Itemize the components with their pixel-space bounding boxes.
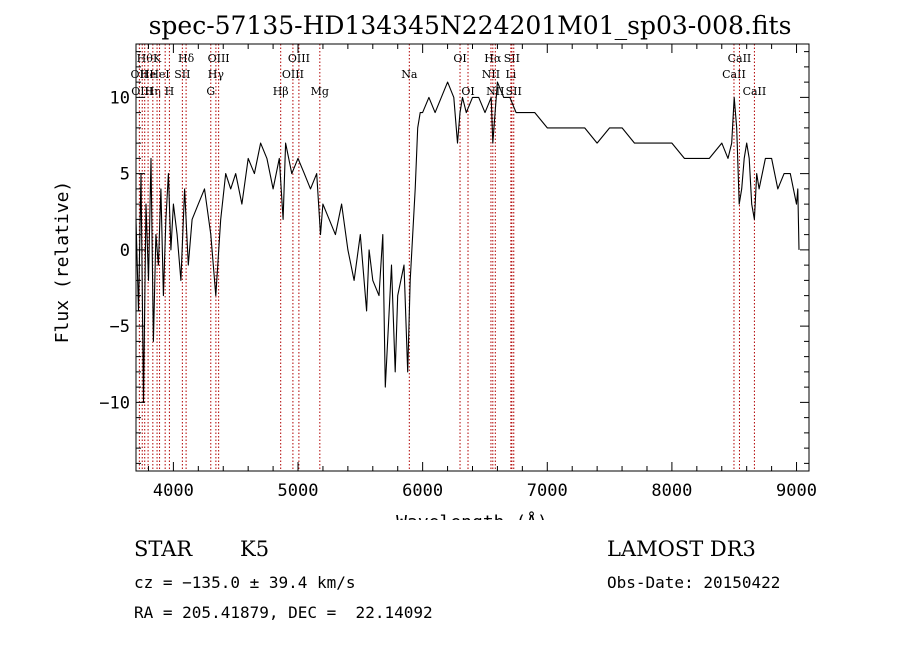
line-marker-label: CaII bbox=[743, 85, 767, 98]
spectrum-plot: spec-57135-HD134345N224201M01_sp03-008.f… bbox=[52, 11, 817, 520]
line-marker-label: CaII bbox=[728, 52, 752, 65]
x-tick-label: 9000 bbox=[776, 481, 817, 501]
line-marker-label: OI bbox=[453, 52, 466, 65]
line-marker-label: OII bbox=[131, 68, 149, 81]
line-marker-label: Hθ bbox=[137, 52, 154, 65]
y-tick-label: 10 bbox=[110, 88, 130, 108]
line-marker-label: G bbox=[206, 85, 215, 98]
line-marker-label: OIII bbox=[131, 85, 153, 98]
axis-ticks: 4000 5000 6000 7000 8000 9000 10 5 0 −5 −10 bbox=[99, 44, 817, 501]
line-marker-label: OIII bbox=[288, 52, 310, 65]
observation-date: Obs-Date: 20150422 bbox=[607, 573, 781, 592]
line-marker-label: OIII bbox=[208, 52, 230, 65]
line-marker-label: Hη bbox=[145, 85, 161, 98]
line-marker-label: Hγ bbox=[208, 68, 225, 81]
chart-title: spec-57135-HD134345N224201M01_sp03-008.f… bbox=[149, 11, 792, 40]
line-marker-label: Hδ bbox=[178, 52, 195, 65]
line-marker-label: Li bbox=[505, 68, 516, 81]
line-markers: OII OIII Hθ He Hη K HeI H SII Hδ G Hγ OIII Hβ OIII OIII… bbox=[131, 44, 767, 471]
x-tick-label: 8000 bbox=[651, 481, 692, 501]
y-tick-label: 5 bbox=[120, 165, 130, 185]
x-tick-label: 4000 bbox=[153, 481, 194, 501]
line-marker-label: H bbox=[165, 85, 175, 98]
line-marker-label: Mg bbox=[311, 85, 329, 98]
line-marker-label: SII bbox=[504, 52, 520, 65]
x-tick-label: 7000 bbox=[527, 481, 568, 501]
line-marker-label: NII bbox=[482, 68, 500, 81]
line-marker-label: Na bbox=[401, 68, 418, 81]
object-subclass: K5 bbox=[240, 537, 270, 561]
x-tick-label: 6000 bbox=[402, 481, 443, 501]
object-class: STAR bbox=[134, 537, 193, 561]
line-marker-label: SII bbox=[506, 85, 522, 98]
line-marker-label: Hβ bbox=[273, 85, 289, 98]
line-marker-label: Hα bbox=[484, 52, 502, 65]
line-marker-label: SII bbox=[174, 68, 190, 81]
y-tick-label: −5 bbox=[110, 317, 130, 337]
line-marker-label: OI bbox=[461, 85, 474, 98]
sky-coordinates: RA = 205.41879, DEC = 22.14092 bbox=[134, 603, 433, 622]
plot-frame bbox=[135, 43, 810, 472]
redshift-cz: cz = −135.0 ± 39.4 km/s bbox=[134, 573, 356, 592]
line-marker-label: HeI bbox=[149, 68, 169, 81]
x-tick-label: 5000 bbox=[278, 481, 319, 501]
line-marker-label: CaII bbox=[722, 68, 746, 81]
line-marker-label: OIII bbox=[282, 68, 304, 81]
y-axis-label: Flux (relative) bbox=[52, 181, 73, 344]
flux-series-line bbox=[135, 81, 800, 403]
y-tick-label: 0 bbox=[120, 241, 130, 261]
line-marker-label: K bbox=[153, 52, 162, 65]
x-axis-label: Wavelength (Å) bbox=[396, 511, 548, 520]
survey-name: LAMOST DR3 bbox=[607, 537, 756, 561]
y-tick-label: −10 bbox=[99, 393, 130, 413]
line-marker-label: He bbox=[140, 68, 156, 81]
